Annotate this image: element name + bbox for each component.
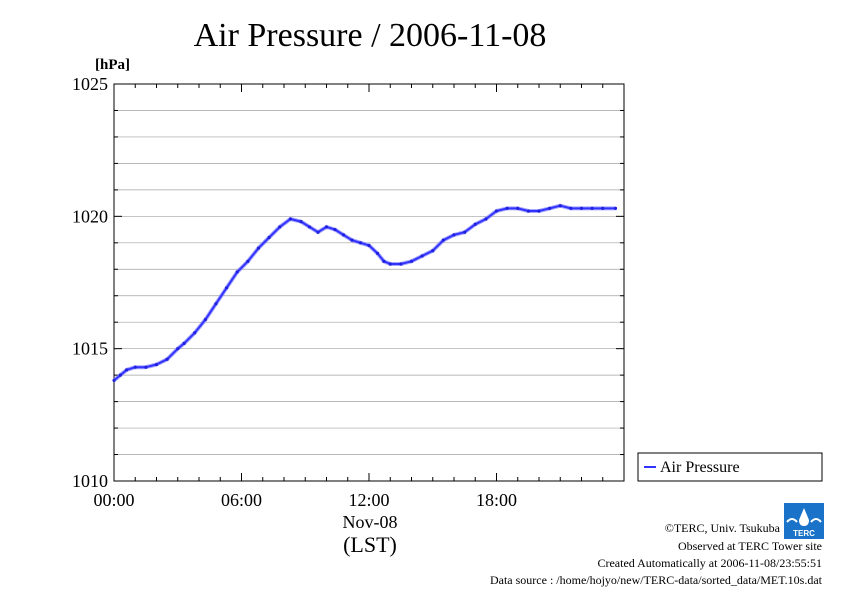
data-point: [118, 373, 122, 377]
axis-ticks: 1010 1015 1020 1025 00:00 06:00 12:00 18:00: [72, 74, 625, 510]
data-point: [214, 302, 218, 306]
series-line: [113, 204, 616, 382]
data-point: [193, 331, 197, 335]
data-point: [375, 251, 380, 255]
legend-box: [637, 452, 823, 482]
x-tick-label: 12:00: [348, 490, 389, 510]
y-axis-unit-label: [hPa]: [95, 57, 130, 73]
x-tick-label: 18:00: [476, 490, 517, 510]
data-point: [133, 365, 137, 369]
data-point: [256, 246, 261, 250]
data-point: [299, 220, 303, 224]
x-axis-timezone-label: (LST): [343, 532, 397, 557]
data-point: [537, 209, 541, 213]
data-source-text: Data source : /home/hojyo/new/TERC-data/…: [490, 573, 823, 587]
data-point: [516, 206, 520, 210]
series-layer: [112, 203, 618, 383]
data-point: [548, 206, 552, 210]
data-point: [324, 225, 329, 229]
legend-label-air-pressure: Air Pressure: [660, 459, 740, 476]
chart-title: Air Pressure / 2006-11-08: [194, 17, 547, 54]
gridlines: [114, 110, 624, 455]
data-point: [267, 235, 271, 240]
plot-frame: [113, 83, 625, 482]
terc-logo: TERC: [784, 503, 824, 539]
data-point: [579, 206, 584, 210]
data-point: [473, 222, 477, 226]
data-point: [358, 241, 363, 245]
x-tick-label: 00:00: [93, 490, 134, 510]
data-point: [112, 378, 116, 383]
data-point: [494, 209, 499, 213]
data-point: [613, 206, 618, 210]
data-point: [144, 365, 148, 369]
x-axis-date-label: Nov-08: [343, 512, 398, 532]
data-point: [288, 217, 292, 221]
data-point: [399, 262, 403, 266]
data-point: [388, 262, 392, 266]
data-point: [601, 206, 605, 210]
data-point: [367, 243, 371, 248]
data-point: [452, 233, 456, 237]
water-drop-icon: [799, 508, 809, 526]
y-tick-label: 1020: [72, 206, 108, 226]
data-point: [558, 204, 562, 208]
data-point: [307, 225, 312, 229]
data-point: [484, 217, 488, 221]
data-point: [441, 238, 445, 242]
data-point: [125, 368, 129, 372]
data-point: [182, 341, 186, 345]
data-point: [316, 230, 320, 234]
data-point: [350, 238, 354, 242]
data-point: [505, 206, 509, 210]
data-point: [409, 259, 414, 263]
data-point: [431, 249, 435, 253]
y-tick-label: 1010: [72, 471, 108, 491]
data-point: [590, 206, 594, 210]
data-point: [569, 206, 573, 210]
data-point: [526, 209, 530, 213]
copyright-text: ©TERC, Univ. Tsukuba: [665, 521, 781, 535]
data-point: [176, 347, 180, 351]
series-halo: [112, 203, 616, 382]
data-point: [341, 233, 346, 237]
data-point: [165, 357, 169, 361]
created-timestamp-text: Created Automatically at 2006-11-08/23:5…: [597, 556, 822, 570]
legend: Air Pressure: [637, 452, 823, 482]
data-point: [278, 225, 282, 229]
terc-logo-text: TERC: [793, 529, 815, 538]
data-point: [154, 362, 159, 367]
observed-site-text: Observed at TERC Tower site: [678, 539, 822, 553]
data-point: [203, 317, 207, 322]
data-point: [420, 254, 424, 258]
data-point: [235, 270, 239, 274]
data-point: [382, 259, 386, 263]
x-tick-label: 06:00: [221, 490, 262, 510]
data-point: [225, 286, 229, 290]
wave-icon: [786, 518, 822, 523]
data-point: [246, 259, 250, 263]
data-point: [463, 230, 467, 234]
y-tick-label: 1025: [72, 74, 108, 94]
y-tick-label: 1015: [72, 339, 108, 359]
data-point: [333, 227, 337, 232]
